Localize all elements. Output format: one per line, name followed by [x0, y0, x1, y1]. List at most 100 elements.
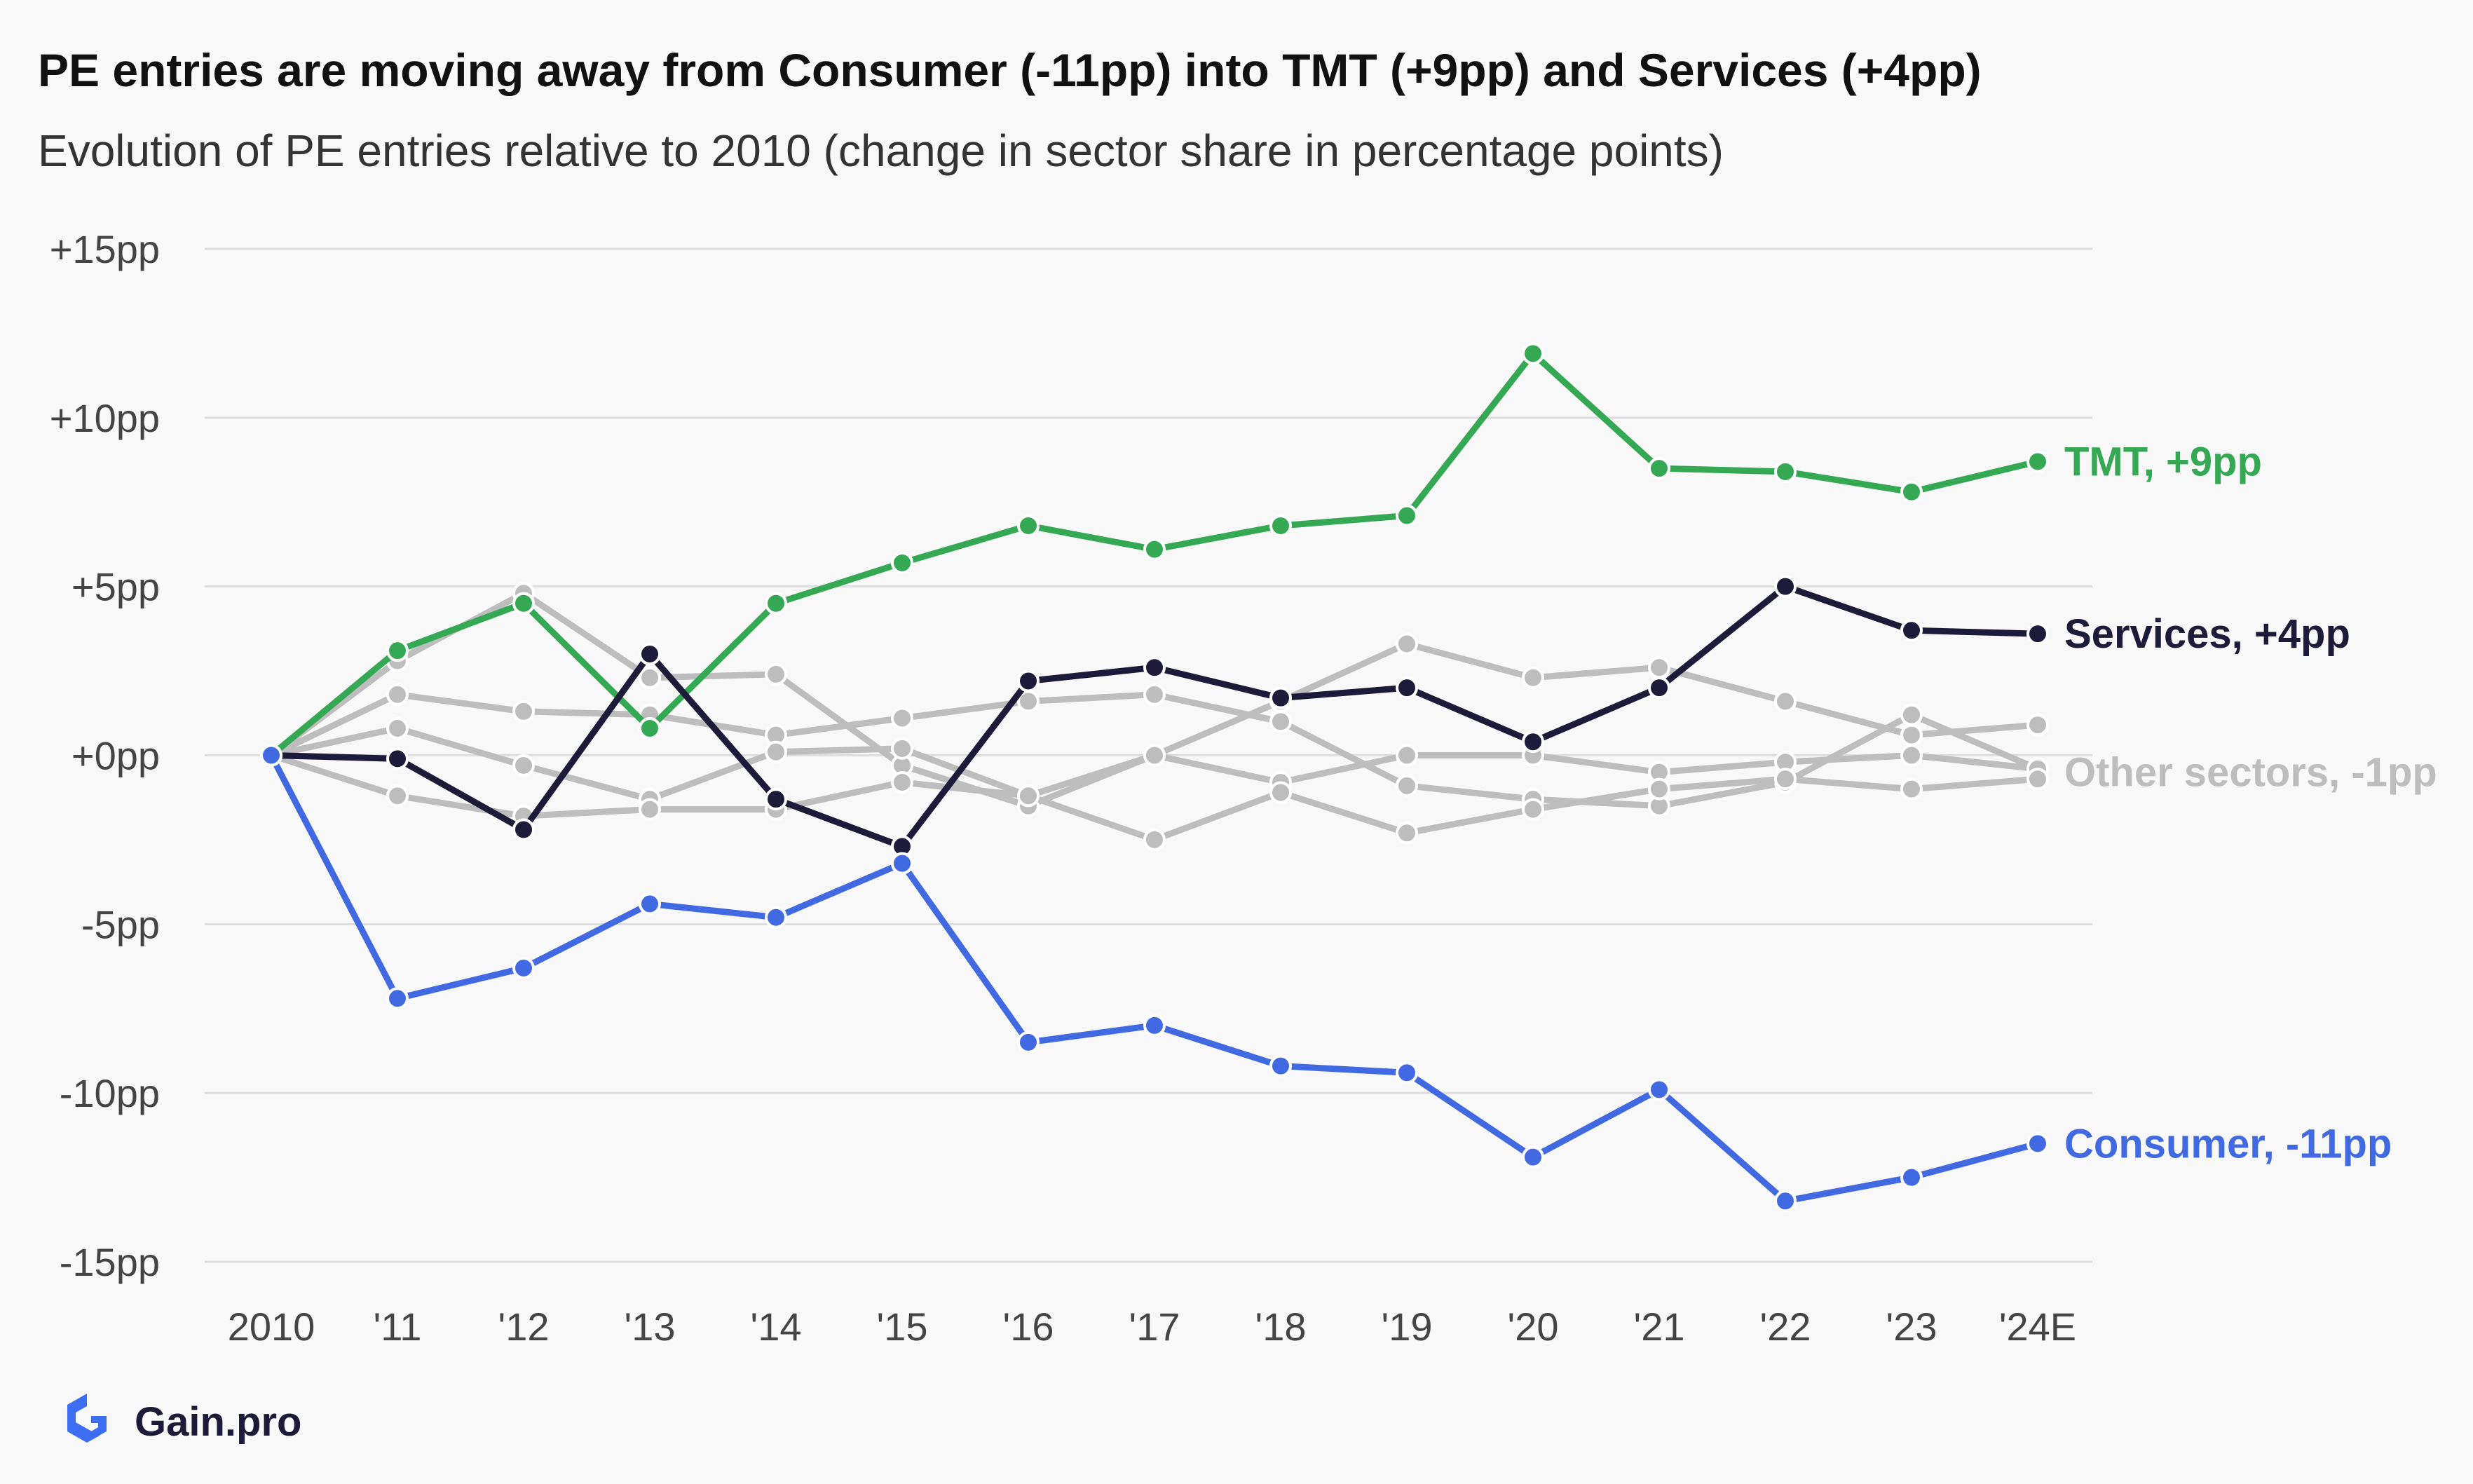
chart-subtitle: Evolution of PE entries relative to 2010…: [38, 125, 1724, 176]
line-chart: +15pp +10pp +5pp +0pp -5pp -10pp -15pp 2010 '11 '…: [50, 227, 2437, 1349]
tmt-point: [1017, 514, 1040, 537]
y-tick-label: +15pp: [50, 227, 160, 271]
other-sector-point: [1396, 774, 1418, 797]
services-point: [1774, 575, 1797, 598]
y-tick-label: +10pp: [50, 396, 160, 440]
x-tick-label: '12: [498, 1305, 550, 1349]
services-point: [2026, 622, 2049, 646]
services-point: [386, 747, 409, 770]
other-sector-point: [386, 784, 409, 808]
chart-title: PE entries are moving away from Consumer…: [38, 44, 1982, 96]
x-tick-label: '24E: [1999, 1305, 2076, 1349]
other-sector-point: [1648, 777, 1670, 801]
consumer-point: [639, 892, 661, 915]
consumer-point: [260, 744, 282, 767]
consumer-point: [512, 956, 535, 979]
other-sector-point: [1648, 656, 1670, 679]
consumer-point: [1017, 1030, 1040, 1054]
other-sector-point: [891, 771, 913, 794]
tmt-point: [1522, 342, 1544, 365]
other-sector-point: [2026, 714, 2049, 737]
x-tick-label: '13: [625, 1305, 676, 1349]
x-tick-label: '20: [1508, 1305, 1559, 1349]
other-sector-point: [1269, 781, 1292, 804]
y-tick-label: -15pp: [60, 1240, 160, 1284]
consumer-point: [1269, 1054, 1292, 1077]
consumer-point: [386, 987, 409, 1010]
other-sector-point: [765, 662, 787, 686]
other-sector-point: [1396, 744, 1418, 767]
services-point: [1269, 686, 1292, 709]
x-tick-label: '22: [1760, 1305, 1811, 1349]
other-sectors-label: Other sectors, -1pp: [2064, 750, 2437, 796]
other-sector-point: [1143, 683, 1166, 706]
tmt-point: [1143, 538, 1166, 561]
consumer-point: [1900, 1166, 1923, 1189]
consumer-point: [765, 906, 787, 929]
services-label: Services, +4pp: [2064, 611, 2350, 657]
services-point: [765, 788, 787, 811]
y-tick-label: -5pp: [81, 902, 160, 946]
tmt-point: [1648, 457, 1670, 480]
x-tick-label: '19: [1382, 1305, 1433, 1349]
other-sector-point: [891, 707, 913, 730]
services-point: [1648, 676, 1670, 700]
services-point: [1017, 669, 1040, 693]
services-point: [1143, 656, 1166, 679]
x-tick-label: '18: [1255, 1305, 1307, 1349]
y-tick-label: -10pp: [60, 1071, 160, 1115]
x-tick-label: '11: [374, 1305, 422, 1349]
brand-name: Gain.pro: [135, 1398, 302, 1445]
gain-pro-logo-icon: [67, 1394, 107, 1443]
consumer-point: [2026, 1132, 2049, 1155]
consumer-point: [1143, 1014, 1166, 1037]
services-point: [1522, 730, 1544, 754]
x-tick-label: '15: [877, 1305, 928, 1349]
tmt-point: [639, 716, 661, 740]
tmt-point: [2026, 450, 2049, 473]
other-sector-point: [1900, 744, 1923, 767]
other-sector-point: [512, 754, 535, 777]
x-tick-label: '16: [1003, 1305, 1054, 1349]
services-point: [639, 643, 661, 665]
tmt-point: [512, 592, 535, 615]
consumer-point: [1396, 1061, 1418, 1084]
consumer-point: [891, 852, 913, 875]
other-sector-point: [512, 700, 535, 723]
other-sector-point: [1396, 632, 1418, 655]
other-sector-point: [386, 683, 409, 706]
other-sector-point: [1522, 798, 1544, 821]
x-tick-label: 2010: [228, 1305, 315, 1349]
x-tick-label: '23: [1886, 1305, 1937, 1349]
tmt-point: [386, 639, 409, 662]
other-sector-point: [386, 716, 409, 740]
consumer-point: [1522, 1145, 1544, 1169]
consumer-point: [1648, 1078, 1670, 1101]
other-sector-point: [1774, 768, 1797, 791]
services-point: [1396, 676, 1418, 700]
other-sector-point: [1900, 703, 1923, 726]
tmt-point: [1396, 504, 1418, 527]
x-tick-label: '17: [1129, 1305, 1180, 1349]
other-sector-point: [1143, 744, 1166, 767]
tmt-point: [1269, 514, 1292, 537]
consumer-point: [1774, 1190, 1797, 1213]
other-sector-point: [891, 737, 913, 760]
services-point: [512, 818, 535, 841]
other-sector-point: [1396, 822, 1418, 845]
other-sector-point: [2026, 768, 2049, 791]
other-sector-point: [1900, 777, 1923, 801]
brand-logo: Gain.pro: [55, 1389, 301, 1454]
other-sector-point: [639, 798, 661, 821]
tmt-point: [1900, 480, 1923, 503]
other-sector-point: [1143, 828, 1166, 851]
services-point: [1900, 619, 1923, 642]
other-sector-point: [639, 666, 661, 689]
y-tick-label: +5pp: [71, 565, 160, 609]
other-sector-point: [1017, 784, 1040, 808]
tmt-point: [765, 592, 787, 615]
tmt-label: TMT, +9pp: [2064, 439, 2262, 484]
x-tick-label: '21: [1634, 1305, 1685, 1349]
other-sector-point: [1900, 723, 1923, 747]
other-sector-point: [1774, 690, 1797, 713]
